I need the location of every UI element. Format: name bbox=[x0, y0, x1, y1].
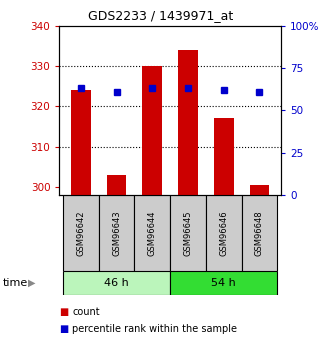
Text: percentile rank within the sample: percentile rank within the sample bbox=[72, 325, 237, 334]
Bar bbox=[178, 50, 198, 195]
Text: 46 h: 46 h bbox=[104, 278, 129, 288]
Bar bbox=[71, 90, 91, 195]
Bar bbox=[214, 118, 234, 195]
Text: ▶: ▶ bbox=[28, 278, 36, 288]
Bar bbox=[170, 195, 206, 271]
Bar bbox=[99, 195, 134, 271]
Text: ■: ■ bbox=[59, 325, 69, 334]
Bar bbox=[107, 175, 126, 195]
Text: GSM96645: GSM96645 bbox=[184, 210, 193, 256]
Text: GSM96646: GSM96646 bbox=[219, 210, 228, 256]
Bar bbox=[242, 195, 277, 271]
Bar bbox=[250, 185, 269, 195]
Text: ■: ■ bbox=[59, 307, 69, 317]
Text: GSM96644: GSM96644 bbox=[148, 210, 157, 256]
Text: count: count bbox=[72, 307, 100, 317]
Text: 54 h: 54 h bbox=[211, 278, 236, 288]
Text: GDS2233 / 1439971_at: GDS2233 / 1439971_at bbox=[88, 9, 233, 22]
Bar bbox=[63, 271, 170, 295]
Bar bbox=[63, 195, 99, 271]
Bar bbox=[143, 66, 162, 195]
Bar bbox=[134, 195, 170, 271]
Bar bbox=[170, 271, 277, 295]
Bar bbox=[206, 195, 242, 271]
Text: time: time bbox=[3, 278, 29, 288]
Text: GSM96642: GSM96642 bbox=[76, 210, 85, 256]
Text: GSM96648: GSM96648 bbox=[255, 210, 264, 256]
Text: GSM96643: GSM96643 bbox=[112, 210, 121, 256]
